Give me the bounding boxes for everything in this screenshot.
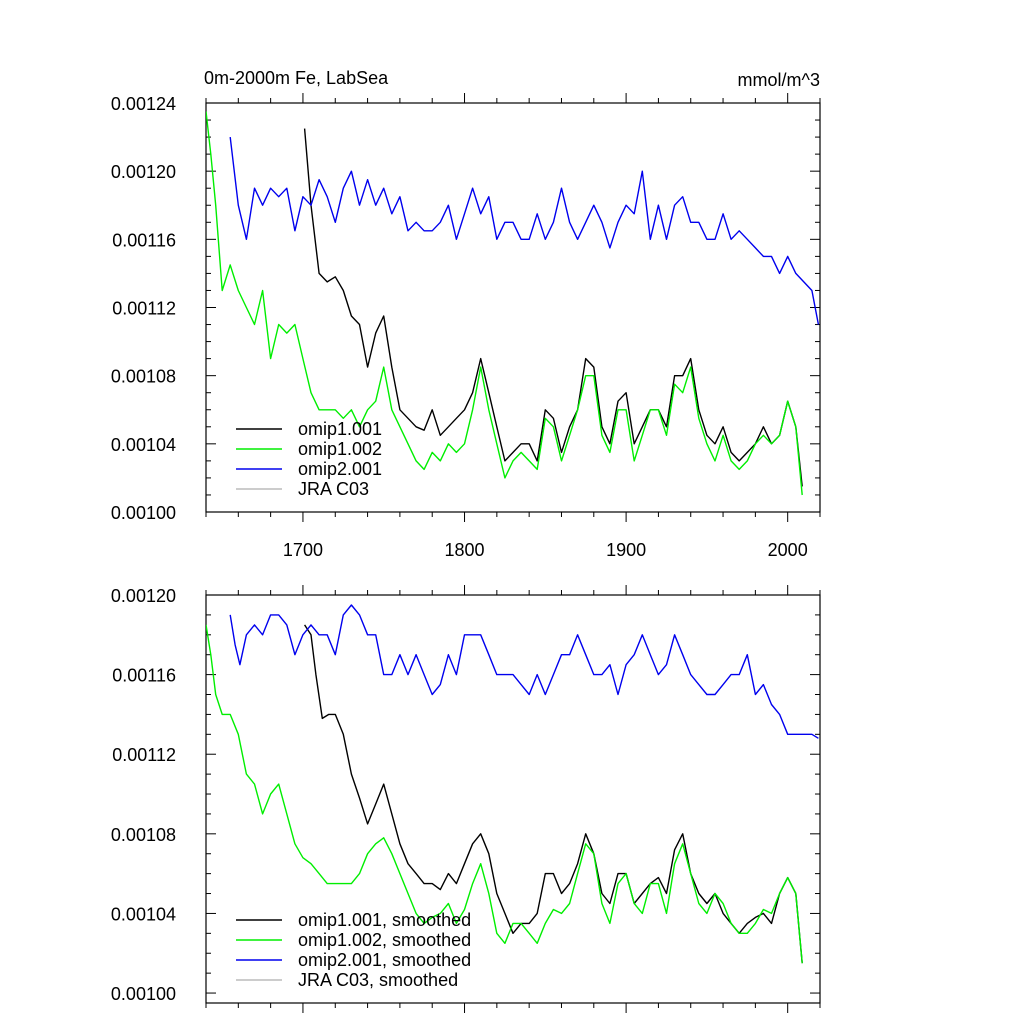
series-line-omip2-001 <box>229 137 820 325</box>
x-tick-label: 2000 <box>768 540 808 560</box>
legend-label: JRA C03 <box>298 479 369 499</box>
y-tick-label: 0.00116 <box>112 666 176 686</box>
series-line-omip1-002-smoothed <box>206 624 803 964</box>
plot-frame <box>205 594 821 1004</box>
series-line-omip2-001-smoothed <box>229 604 819 739</box>
y-tick-label: 0.00112 <box>112 299 176 319</box>
series-line-omip1-001-smoothed <box>304 624 803 964</box>
series-line-omip1-001 <box>303 128 803 487</box>
legend-label: omip1.001 <box>298 419 382 439</box>
series-line-omip1-002 <box>206 111 803 496</box>
y-tick-label: 0.00104 <box>111 435 176 455</box>
y-tick-label: 0.00100 <box>111 984 176 1004</box>
y-tick-label: 0.00108 <box>111 825 176 845</box>
legend-label: omip1.001, smoothed <box>298 910 471 930</box>
legend-label: omip1.002 <box>298 439 382 459</box>
top-panel-units: mmol/m^3 <box>738 70 820 90</box>
bottom-panel: 0.00100 0.00104 0.00108 0.00112 0.00116 0.001… <box>111 585 821 1013</box>
y-tick-label: 0.00116 <box>112 230 176 250</box>
y-tick-label: 0.00124 <box>111 94 176 114</box>
y-tick-label: 0.00120 <box>111 586 176 606</box>
y-tick-label: 0.00112 <box>112 745 176 765</box>
x-tick-label: 1700 <box>283 540 323 560</box>
legend-label: omip2.001 <box>298 459 382 479</box>
legend-label: JRA C03, smoothed <box>298 970 458 990</box>
y-tick-label: 0.00104 <box>111 904 176 924</box>
y-tick-label: 0.00108 <box>111 367 176 387</box>
y-tick-label: 0.00120 <box>111 162 176 182</box>
legend-label: omip2.001, smoothed <box>298 950 471 970</box>
x-tick-label: 1900 <box>606 540 646 560</box>
y-tick-label: 0.00100 <box>111 503 176 523</box>
x-tick-label: 1800 <box>445 540 485 560</box>
legend-label: omip1.002, smoothed <box>298 930 471 950</box>
top-panel: 0m-2000m Fe, LabSea mmol/m^3 1700 1800 190… <box>111 68 821 560</box>
top-panel-title: 0m-2000m Fe, LabSea <box>204 68 389 88</box>
